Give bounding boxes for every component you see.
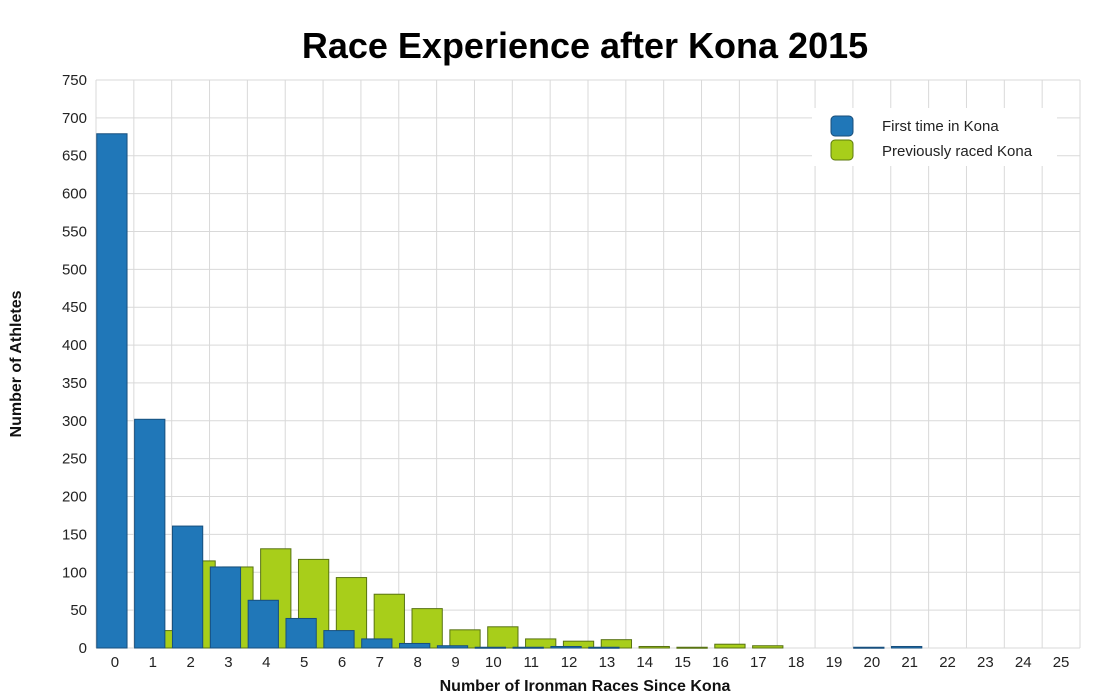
bar-previously-raced-10	[487, 626, 519, 649]
bar-first-time-9	[436, 645, 469, 649]
x-tick-label: 4	[262, 654, 270, 671]
x-tick-label: 16	[712, 654, 729, 671]
y-tick-label: 250	[62, 451, 87, 468]
y-tick-label: 750	[62, 72, 87, 89]
bar-first-time-6	[323, 630, 355, 649]
x-tick-label: 0	[111, 654, 119, 671]
x-tick-label: 18	[788, 654, 805, 671]
legend-label-first-time: First time in Kona	[882, 118, 999, 135]
x-tick-label: 25	[1053, 654, 1070, 671]
bar-first-time-8	[399, 642, 431, 649]
bar-first-time-2	[171, 525, 204, 649]
y-tick-label: 50	[70, 602, 87, 619]
grid-lines	[95, 79, 1081, 649]
legend-swatch-previously-raced	[830, 139, 854, 161]
y-tick-label: 650	[62, 148, 87, 165]
y-tick-labels: 0 50 100 150 200 250 300 350 400 450 500 550 600 650 7…	[62, 72, 87, 657]
x-tick-label: 21	[901, 654, 918, 671]
bar-first-time-12	[550, 645, 582, 649]
x-tick-label: 12	[561, 654, 578, 671]
x-tick-label: 23	[977, 654, 994, 671]
bar-first-time-21	[891, 645, 923, 649]
x-tick-label: 3	[224, 654, 232, 671]
bar-previously-raced-16	[714, 643, 746, 649]
x-tick-label: 19	[826, 654, 843, 671]
bar-previously-raced-15	[676, 646, 708, 649]
bar-previously-raced-14	[638, 645, 670, 649]
chart-title: Race Experience after Kona 2015	[302, 25, 868, 66]
bar-first-time-20	[853, 646, 885, 649]
x-tick-label: 13	[599, 654, 616, 671]
bar-previously-raced-8	[411, 608, 443, 649]
x-tick-label: 17	[750, 654, 767, 671]
y-tick-label: 150	[62, 526, 87, 543]
x-tick-label: 5	[300, 654, 308, 671]
y-tick-label: 350	[62, 375, 87, 392]
y-tick-label: 100	[62, 564, 87, 581]
legend-label-previously-raced: Previously raced Kona	[882, 143, 1033, 160]
bar-first-time-13	[588, 646, 620, 649]
bar-first-time-10	[474, 646, 506, 649]
x-tick-label: 20	[864, 654, 881, 671]
y-tick-label: 550	[62, 223, 87, 240]
bar-first-time-11	[512, 646, 544, 649]
x-tick-label: 14	[636, 654, 653, 671]
y-axis-label: Number of Athletes	[8, 290, 25, 437]
y-tick-label: 700	[62, 110, 87, 127]
x-tick-label: 6	[338, 654, 346, 671]
x-tick-label: 7	[376, 654, 384, 671]
bar-previously-raced-17	[752, 645, 784, 649]
x-tick-label: 1	[149, 654, 157, 671]
x-tick-labels: 0 1 2 3 4 5 6 7 8 9 10 11 12 13 14 15 16 17 18 19 20 21 22 23 24…	[111, 654, 1070, 671]
legend: First time in Kona Previously raced Kona	[812, 108, 1057, 166]
y-tick-label: 500	[62, 261, 87, 278]
x-tick-label: 9	[451, 654, 459, 671]
y-tick-label: 200	[62, 489, 87, 506]
x-tick-label: 10	[485, 654, 502, 671]
x-tick-label: 15	[674, 654, 691, 671]
bar-first-time-0	[96, 133, 128, 649]
y-tick-label: 400	[62, 337, 87, 354]
legend-swatch-first-time	[830, 115, 854, 137]
bar-first-time-4	[247, 599, 279, 649]
bar-first-time-1	[134, 418, 166, 649]
x-tick-label: 24	[1015, 654, 1032, 671]
y-tick-label: 0	[79, 640, 87, 657]
bars	[96, 133, 923, 649]
bar-first-time-5	[285, 617, 317, 649]
x-axis-label: Number of Ironman Races Since Kona	[440, 678, 731, 695]
x-tick-label: 11	[523, 654, 539, 671]
y-tick-label: 300	[62, 413, 87, 430]
bar-first-time-7	[361, 638, 393, 649]
x-tick-label: 22	[939, 654, 956, 671]
x-tick-label: 8	[414, 654, 422, 671]
x-tick-label: 2	[186, 654, 194, 671]
y-tick-label: 450	[62, 299, 87, 316]
bar-first-time-3	[209, 566, 242, 649]
y-tick-label: 600	[62, 186, 87, 203]
